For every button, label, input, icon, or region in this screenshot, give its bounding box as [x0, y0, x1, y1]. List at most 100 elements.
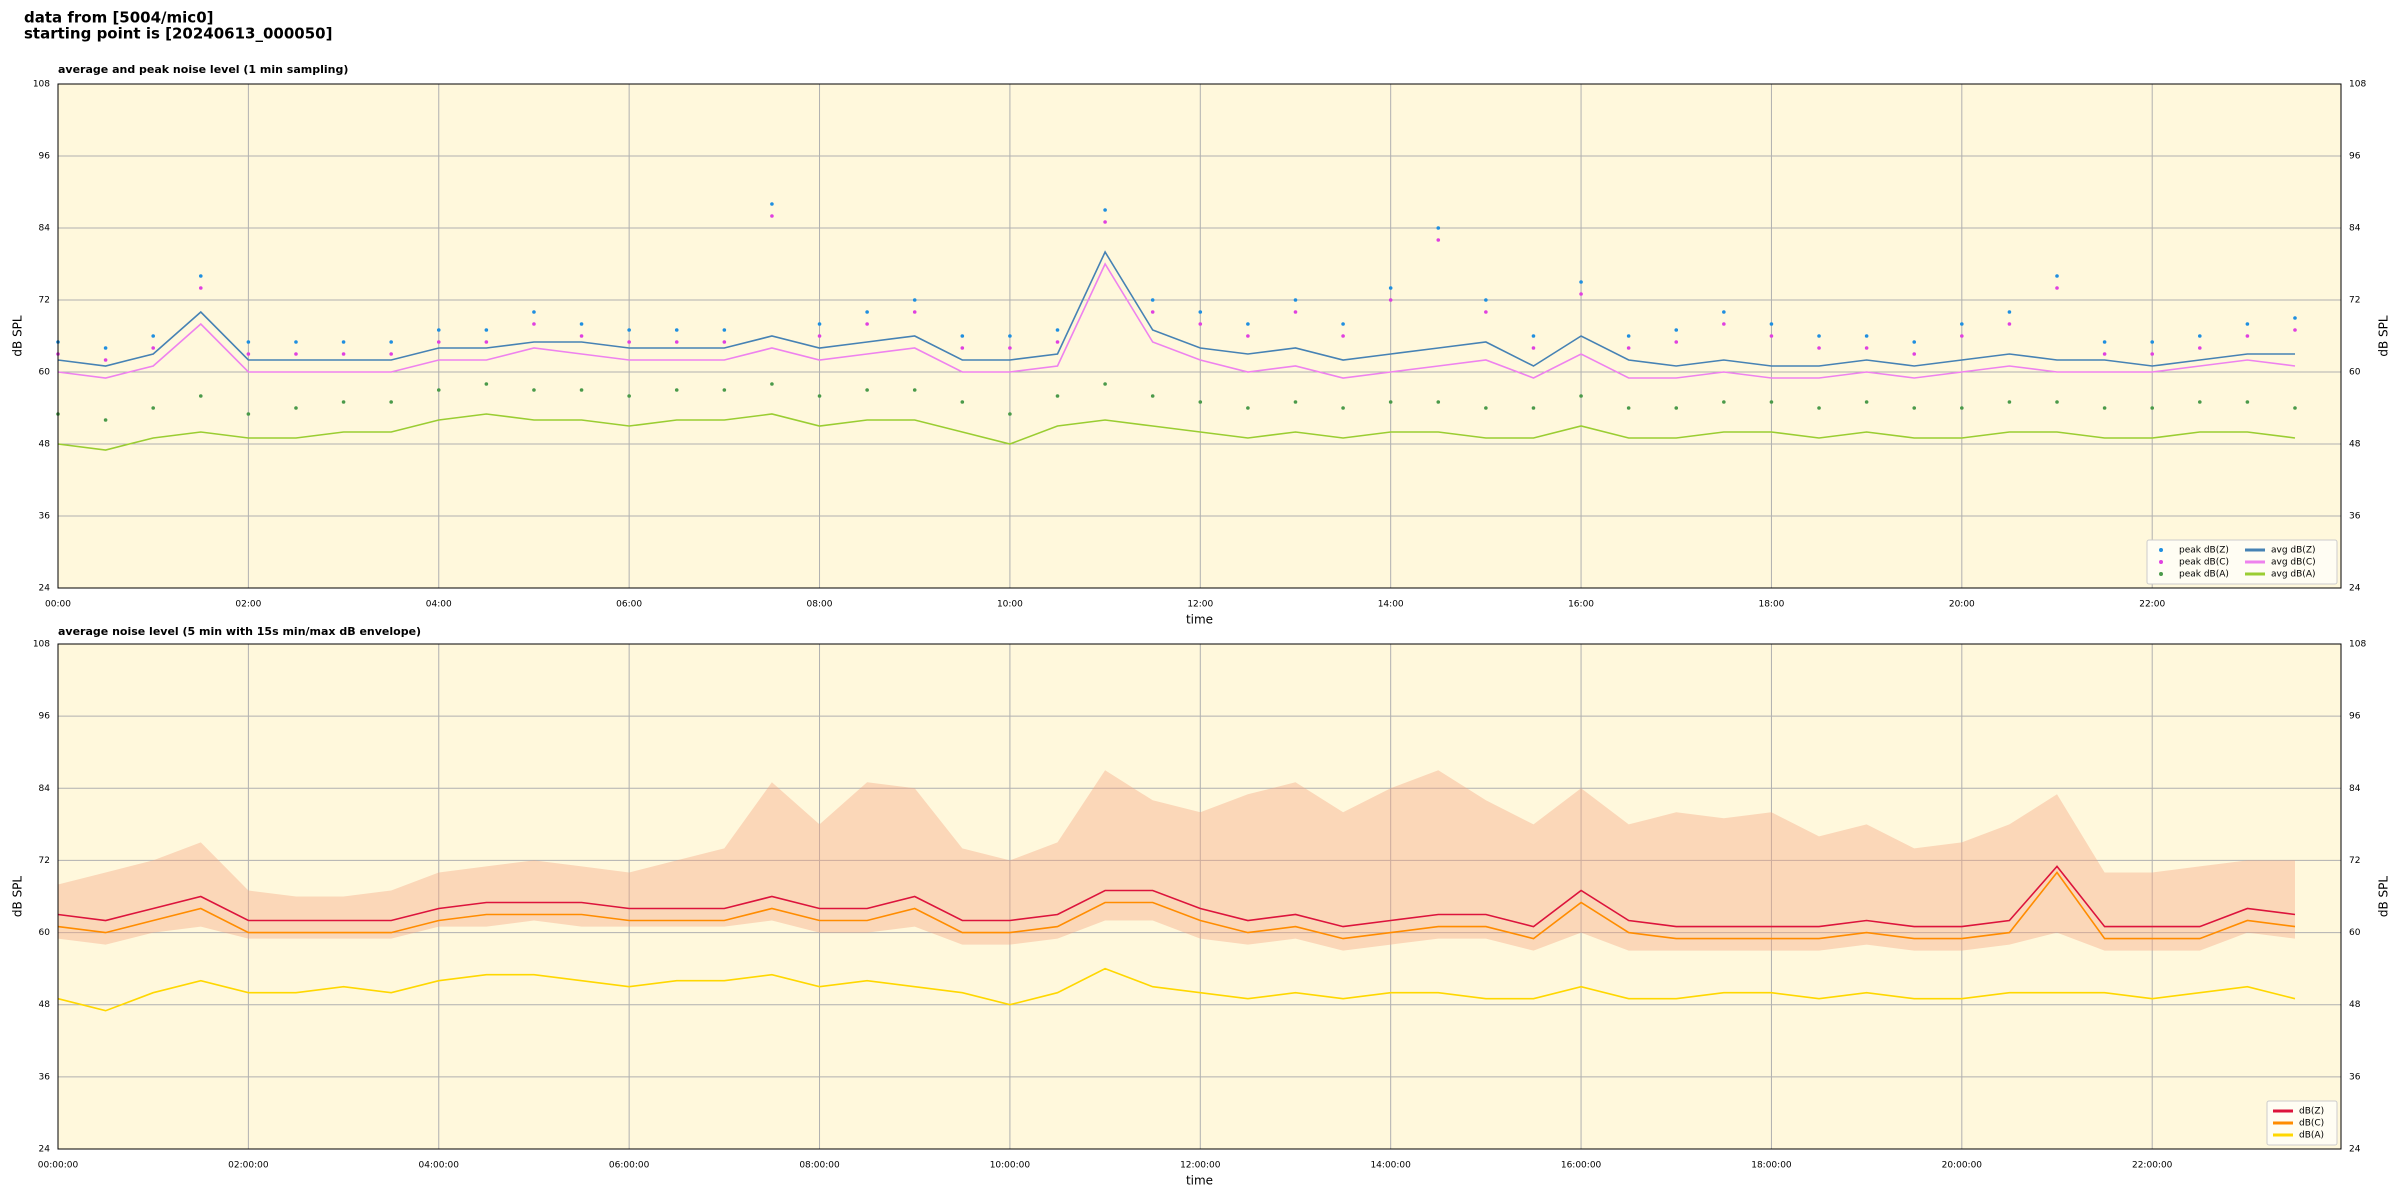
peak-dot	[1436, 400, 1441, 404]
peak-dot	[2293, 328, 2297, 332]
peak-dot	[1388, 298, 1393, 302]
y2-tick-label: 36	[2349, 1072, 2361, 1082]
x-tick-label: 12:00:00	[1180, 1161, 1221, 1171]
peak-dot	[198, 394, 203, 398]
peak-dot	[1722, 322, 1726, 326]
y2-tick-label: 24	[2349, 584, 2361, 594]
legend-marker	[2159, 548, 2163, 552]
peak-dot	[2102, 340, 2107, 344]
x-axis-label: time	[1186, 613, 1213, 627]
peak-dot	[817, 322, 822, 326]
peak-dot	[1864, 400, 1869, 404]
peak-dot	[484, 340, 489, 344]
peak-dot	[2007, 322, 2012, 326]
legend-marker	[2159, 560, 2163, 564]
y2-tick-label: 24	[2349, 1145, 2361, 1155]
x-tick-label: 16:00	[1568, 600, 1594, 610]
peak-dot	[1579, 280, 1583, 284]
x-tick-label: 22:00:00	[2132, 1161, 2173, 1171]
peak-dot	[770, 214, 774, 218]
peak-dot	[770, 202, 774, 206]
x-tick-label: 08:00	[807, 600, 833, 610]
y2-tick-label: 84	[2349, 784, 2361, 794]
peak-dot	[1864, 334, 1869, 338]
x-tick-label: 06:00:00	[609, 1161, 650, 1171]
y-tick-label: 60	[39, 368, 51, 378]
peak-dot	[1103, 208, 1107, 212]
peak-dot	[627, 394, 631, 398]
peak-dot	[2007, 310, 2012, 314]
y-tick-label: 84	[39, 784, 51, 794]
peak-dot	[1960, 406, 1964, 410]
peak-dot	[2197, 346, 2202, 350]
y2-tick-label: 108	[2349, 80, 2366, 90]
peak-dot	[722, 328, 727, 332]
peak-dot	[1579, 292, 1583, 296]
peak-dot	[294, 406, 298, 410]
peak-dot	[2150, 406, 2155, 410]
legend-box	[2146, 539, 2338, 585]
x-tick-label: 04:00	[426, 600, 452, 610]
peak-dot	[1198, 322, 1203, 326]
peak-dot	[532, 388, 536, 392]
legend-label: peak dB(A)	[2179, 570, 2229, 580]
legend-label: peak dB(C)	[2179, 558, 2229, 568]
peak-dot	[1484, 298, 1488, 302]
peak-dot	[294, 352, 298, 356]
peak-dot	[436, 340, 441, 344]
y-tick-label: 72	[39, 296, 50, 306]
peak-dot	[1579, 394, 1583, 398]
series-line	[57, 871, 2296, 940]
y-axis-label: dB SPL	[11, 876, 25, 918]
series-line	[57, 250, 2295, 367]
peak-dot	[1864, 346, 1869, 350]
x-tick-label: 00:00	[45, 600, 71, 610]
peak-dot	[1484, 406, 1488, 410]
peak-dot	[1912, 406, 1917, 410]
peak-dot	[579, 322, 584, 326]
peak-dot	[1484, 310, 1488, 314]
y2-tick-label: 48	[2349, 1000, 2361, 1010]
y2-tick-label: 72	[2349, 856, 2360, 866]
peak-dot	[1150, 310, 1155, 314]
envelope-area	[58, 770, 2295, 951]
peak-dot	[1817, 406, 1821, 410]
peak-dot	[1626, 334, 1631, 338]
x-tick-label: 22:00	[2139, 600, 2165, 610]
peak-dot	[1055, 394, 1060, 398]
chart-title: average and peak noise level (1 min samp…	[58, 63, 348, 76]
y-tick-label: 60	[39, 928, 51, 938]
peak-dot	[960, 334, 965, 338]
peak-dot	[2007, 400, 2012, 404]
peak-dot	[674, 328, 679, 332]
peak-dot	[817, 394, 822, 398]
legend-label: dB(A)	[2299, 1131, 2324, 1141]
peak-dot	[389, 352, 393, 356]
peak-dot	[1817, 334, 1821, 338]
x-axis-label: time	[1186, 1174, 1213, 1188]
x-tick-label: 18:00	[1758, 600, 1784, 610]
peak-dot	[294, 340, 298, 344]
header-line: data from [5004/mic0]	[24, 9, 214, 27]
peak-dot	[2055, 286, 2059, 290]
peak-dot	[484, 382, 489, 386]
peak-dot	[198, 286, 203, 290]
y2-axis-label: dB SPL	[2377, 876, 2391, 918]
peak-dot	[1769, 400, 1774, 404]
peak-dot	[1436, 238, 1441, 242]
peak-dot	[627, 328, 631, 332]
peak-dot	[1055, 340, 1060, 344]
x-tick-label: 14:00	[1378, 600, 1404, 610]
peak-dot	[960, 400, 965, 404]
peak-dot	[103, 358, 108, 362]
peak-dot	[674, 340, 679, 344]
peak-dot	[1674, 340, 1679, 344]
legend-label: peak dB(Z)	[2179, 546, 2229, 556]
peak-dot	[1246, 406, 1250, 410]
peak-dot	[341, 400, 346, 404]
peak-dot	[532, 310, 536, 314]
x-tick-label: 06:00	[616, 600, 642, 610]
peak-dot	[865, 322, 869, 326]
peak-dot	[2055, 400, 2059, 404]
